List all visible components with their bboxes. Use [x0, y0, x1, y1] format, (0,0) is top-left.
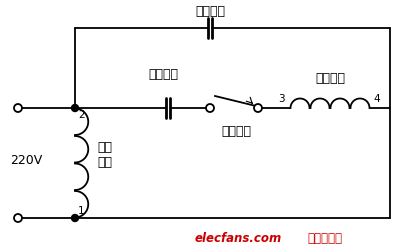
- Text: 运行
绕组: 运行 绕组: [97, 141, 112, 169]
- Circle shape: [71, 105, 79, 112]
- Text: 2: 2: [78, 110, 84, 120]
- Text: 启动电容: 启动电容: [148, 68, 178, 81]
- Circle shape: [206, 104, 214, 112]
- Text: 220V: 220V: [10, 153, 42, 167]
- Text: 运行电容: 运行电容: [195, 5, 225, 18]
- Circle shape: [254, 104, 262, 112]
- Text: 电子发烧友: 电子发烧友: [308, 232, 342, 245]
- Circle shape: [14, 214, 22, 222]
- Circle shape: [71, 214, 79, 222]
- Text: 1: 1: [78, 206, 84, 216]
- Circle shape: [14, 104, 22, 112]
- Text: 启动绕组: 启动绕组: [315, 72, 345, 85]
- Text: elecfans.com: elecfans.com: [194, 232, 282, 245]
- Text: 离心开关: 离心开关: [221, 125, 251, 138]
- Text: 3: 3: [278, 94, 285, 104]
- Text: 4: 4: [373, 94, 380, 104]
